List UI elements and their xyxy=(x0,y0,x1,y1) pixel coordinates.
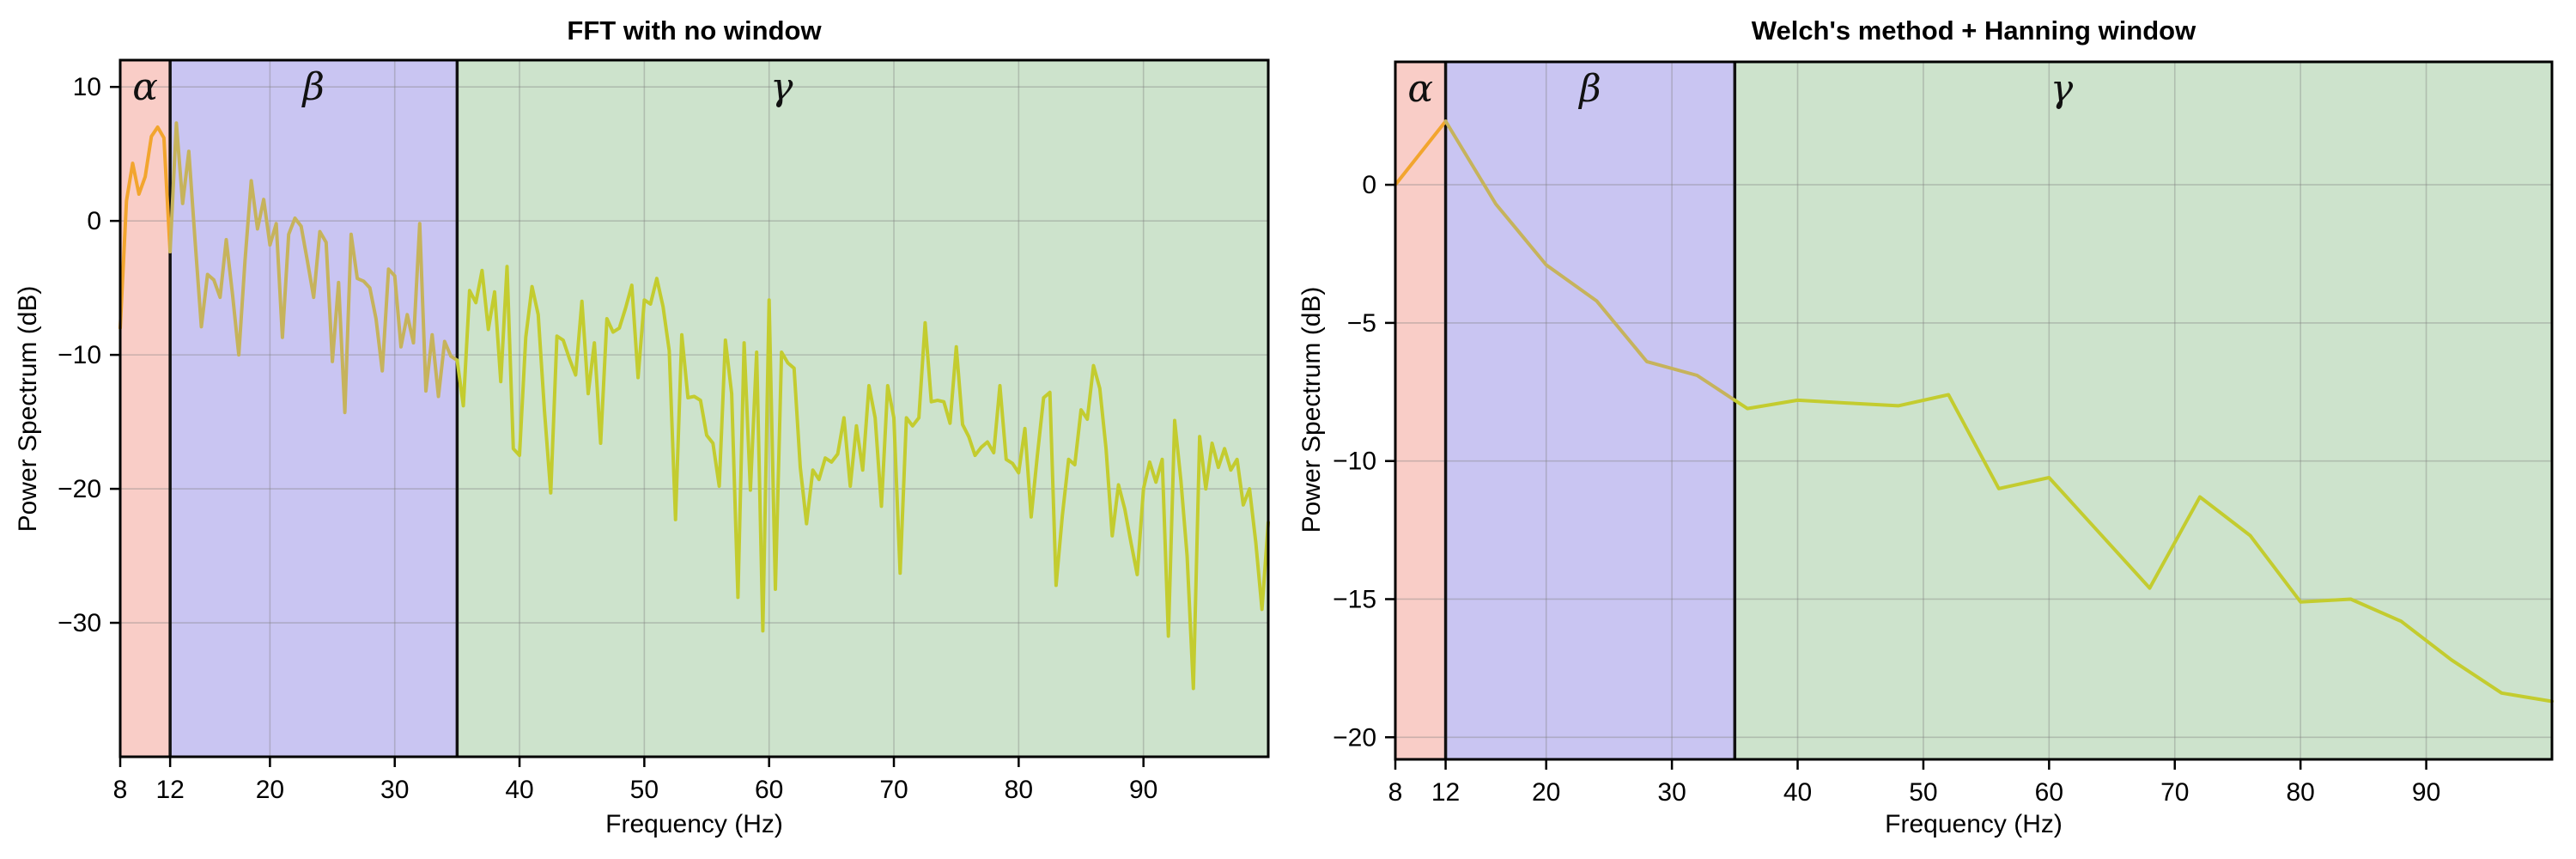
left-fft_power_db-line-gamma xyxy=(455,265,1270,691)
left-x-tick-label: 70 xyxy=(879,776,908,804)
right-y-axis-label: Power Spectrum (dB) xyxy=(1297,286,1326,533)
right-y-tick-label: −15 xyxy=(1333,585,1376,613)
left-plot-title: FFT with no window xyxy=(567,15,822,46)
right-plot-title: Welch's method + Hanning window xyxy=(1751,15,2196,46)
right-x-tick-label: 50 xyxy=(1909,778,1937,807)
right-beta-region-label: β xyxy=(1577,67,1601,111)
left-y-axis-label: Power Spectrum (dB) xyxy=(14,285,42,533)
right-x-tick-label: 30 xyxy=(1657,778,1686,807)
left-x-tick-label: 50 xyxy=(630,776,659,804)
left-y-tick-label: 0 xyxy=(87,207,101,235)
right-x-tick-label: 12 xyxy=(1431,778,1460,807)
right-welch_power_db-line-gamma xyxy=(1733,393,2554,704)
left-alpha-region-label: α xyxy=(132,65,158,109)
right-x-tick-label: 90 xyxy=(2412,778,2440,807)
right-gamma-band xyxy=(1735,62,2552,759)
left-y-tick-label: −10 xyxy=(58,341,101,369)
left-beta-region-label: β xyxy=(301,65,325,109)
left-gamma-band xyxy=(457,60,1268,757)
left-plot-box xyxy=(118,58,1270,758)
left-x-tick-label: 30 xyxy=(380,776,409,804)
right-beta-band xyxy=(1445,62,1735,759)
left-x-tick-label: 90 xyxy=(1129,776,1157,804)
left-x-tick-label: 40 xyxy=(505,776,533,804)
left-x-tick-label: 8 xyxy=(113,776,128,804)
right-alpha-band xyxy=(1395,62,1446,759)
right-x-tick-label: 80 xyxy=(2286,778,2314,807)
right-alpha-region-label: α xyxy=(1407,67,1433,111)
left-x-axis-label: Frequency (Hz) xyxy=(605,810,783,838)
right-y-tick-label: 0 xyxy=(1362,171,1376,199)
right-gamma-region-label: γ xyxy=(2050,67,2074,111)
right-x-axis-label: Frequency (Hz) xyxy=(1885,810,2063,838)
right-y-tick-label: −5 xyxy=(1347,309,1376,338)
right-x-tick-label: 40 xyxy=(1783,778,1812,807)
left-x-tick-label: 60 xyxy=(755,776,783,804)
left-y-tick-label: −30 xyxy=(58,609,101,637)
right-welch_power_db-line-alpha xyxy=(1394,119,1448,187)
left-x-tick-label: 12 xyxy=(155,776,184,804)
left-alpha-band xyxy=(120,60,171,757)
left-gamma-region-label: γ xyxy=(770,65,793,109)
left-x-tick-label: 20 xyxy=(256,776,284,804)
left-fft_power_db-line-beta xyxy=(168,121,459,415)
left-y-tick-label: −20 xyxy=(58,475,101,503)
left-y-tick-label: 10 xyxy=(73,73,101,101)
right-x-tick-label: 70 xyxy=(2160,778,2189,807)
right-x-tick-label: 20 xyxy=(1532,778,1560,807)
right-plot-box xyxy=(1394,60,2554,761)
right-x-tick-label: 8 xyxy=(1388,778,1403,807)
left-x-tick-label: 80 xyxy=(1005,776,1033,804)
right-y-tick-label: −10 xyxy=(1333,448,1376,476)
right-y-tick-label: −20 xyxy=(1333,723,1376,752)
left-fft_power_db-line-alpha xyxy=(118,125,173,330)
right-x-tick-label: 60 xyxy=(2035,778,2063,807)
left-beta-band xyxy=(170,60,458,757)
right-welch_power_db-line-beta xyxy=(1443,119,1737,402)
